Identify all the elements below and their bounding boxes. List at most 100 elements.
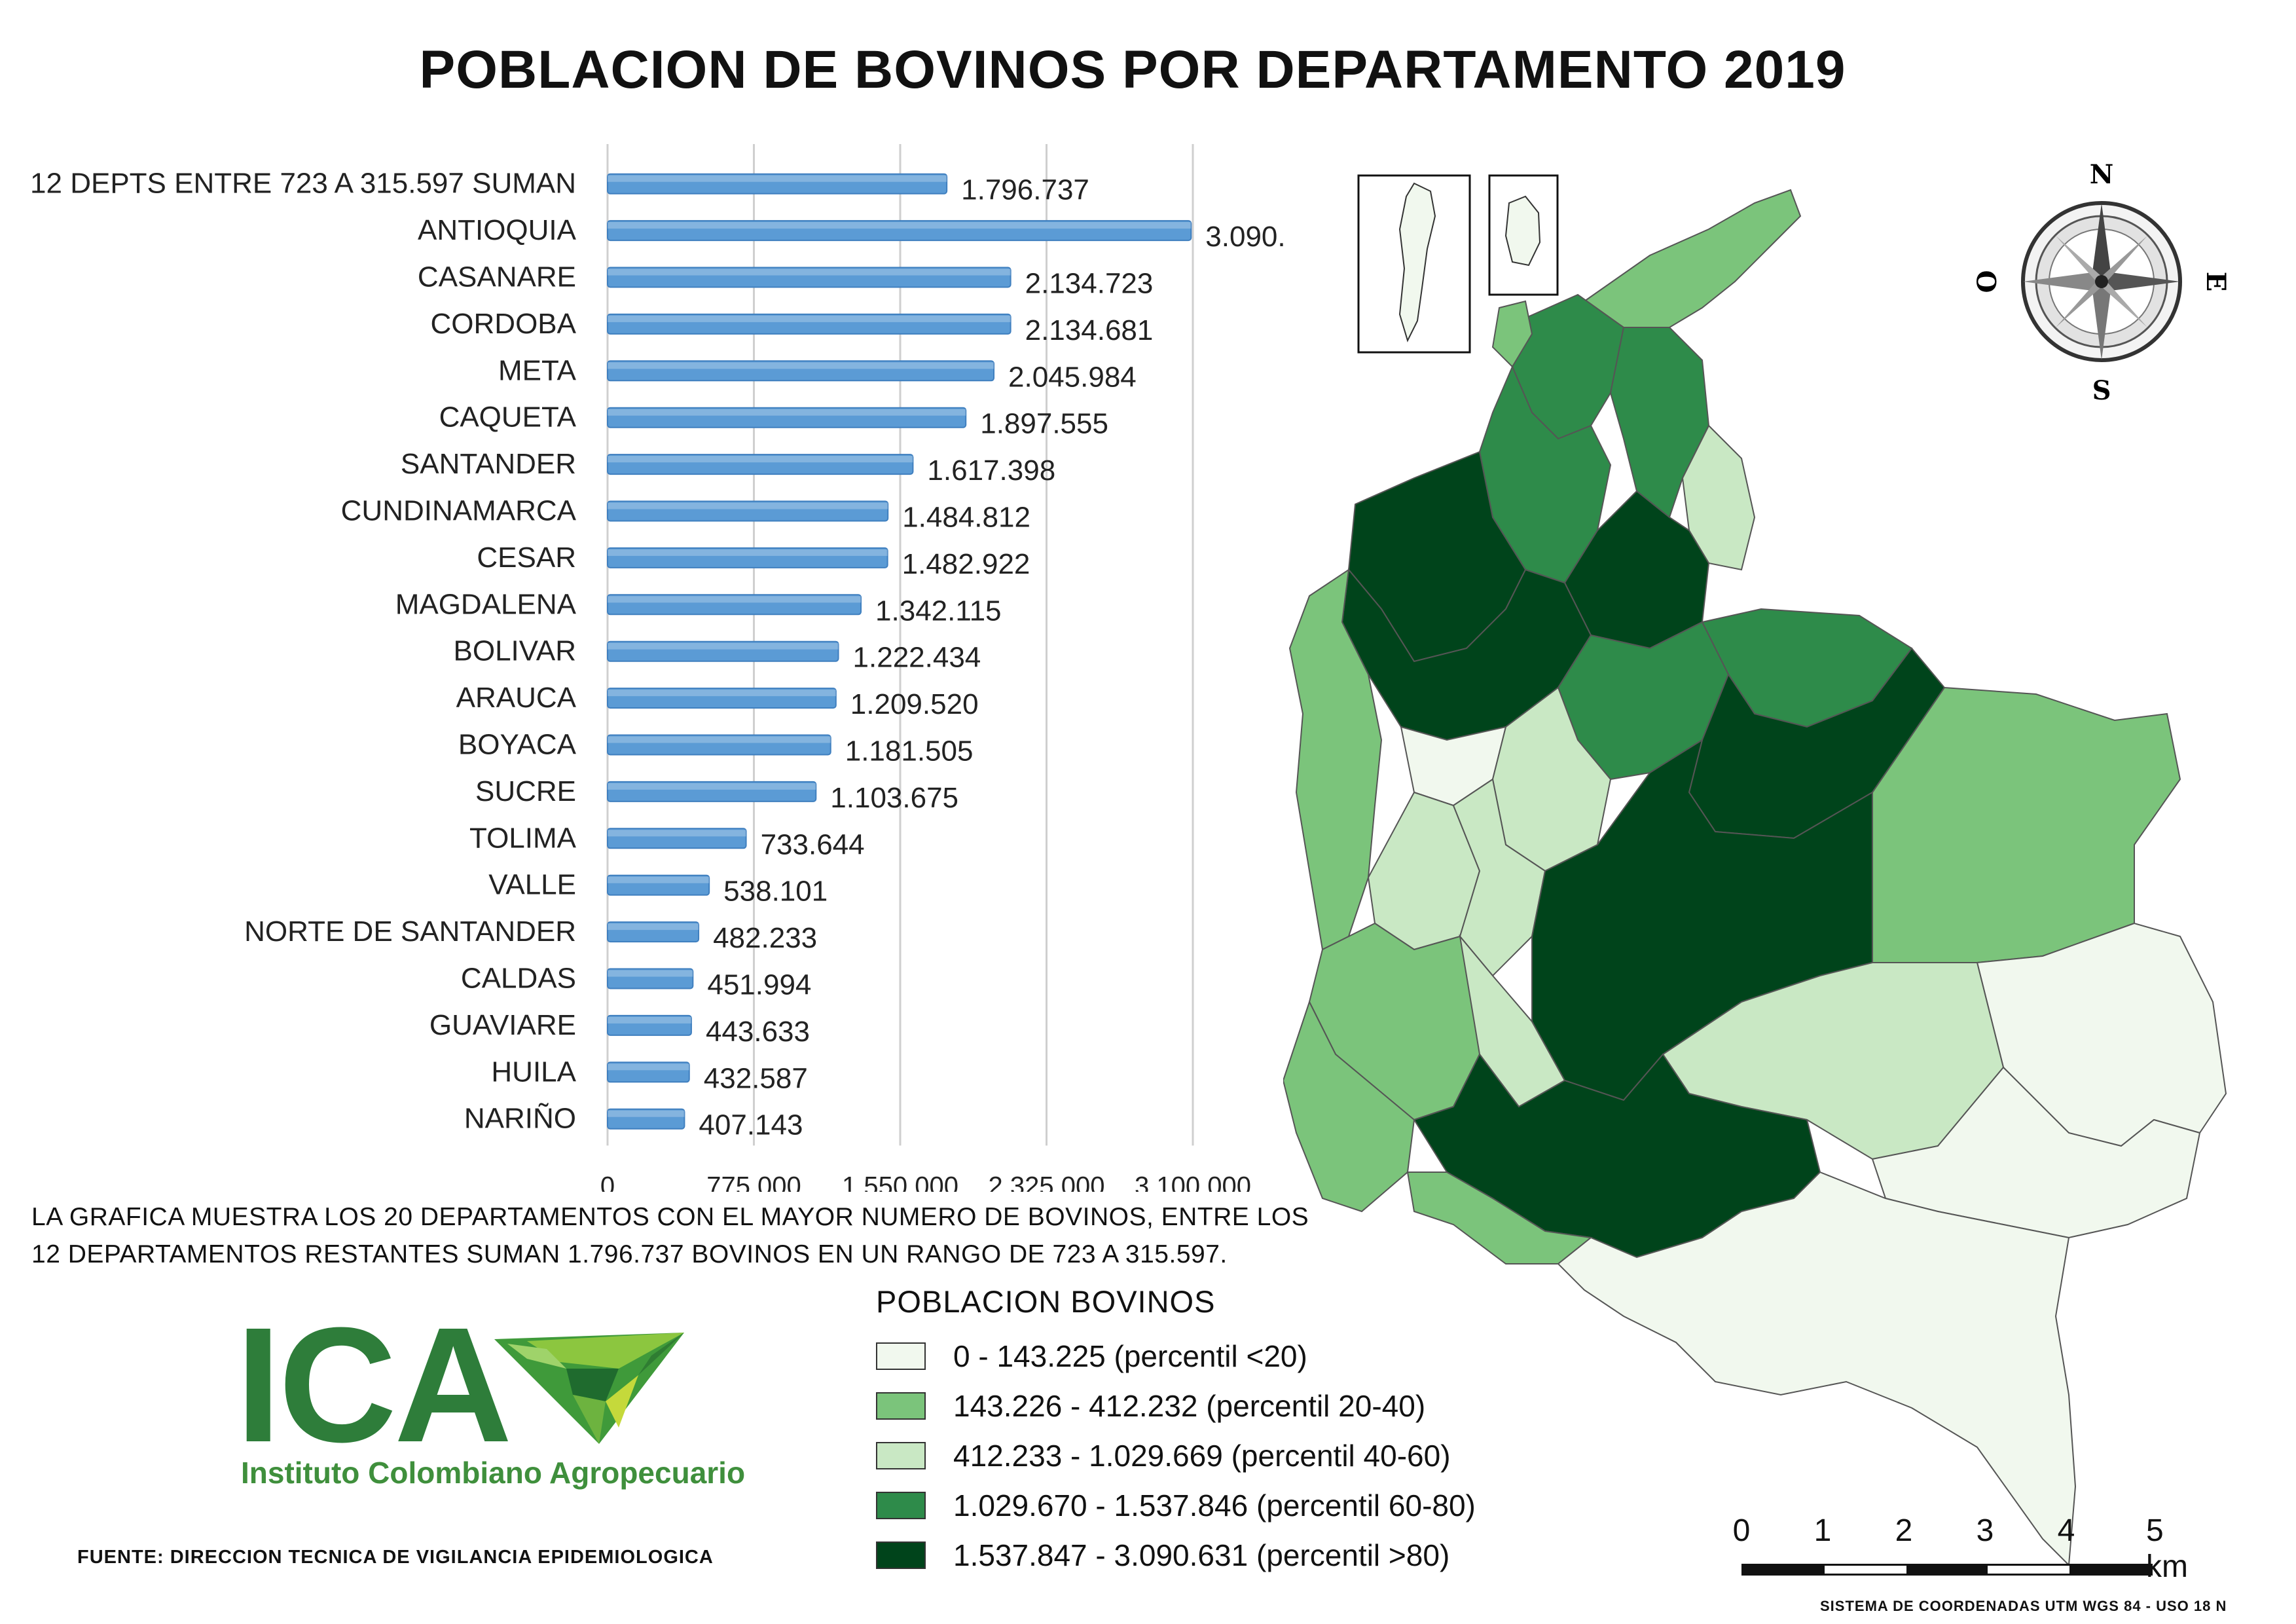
page-title: POBLACION DE BOVINOS POR DEPARTAMENTO 20…	[419, 40, 1846, 100]
category-label: CALDAS	[461, 963, 576, 995]
x-tick-label: 775.000	[706, 1172, 801, 1192]
category-label: GUAVIARE	[429, 1009, 576, 1041]
bar	[607, 594, 862, 616]
compass-east: E	[2200, 272, 2231, 292]
bar-highlight	[608, 362, 994, 369]
legend-item: 1.029.670 - 1.537.846 (percentil 60-80)	[876, 1481, 1476, 1530]
legend-item: 0 - 143.225 (percentil <20)	[876, 1331, 1476, 1381]
legend-item: 412.233 - 1.029.669 (percentil 40-60)	[876, 1431, 1476, 1481]
legend-swatch	[876, 1541, 926, 1569]
bar	[607, 360, 995, 382]
data-label: 2.045.984	[1008, 361, 1137, 393]
bar-highlight	[608, 268, 1011, 276]
category-label: ARAUCA	[456, 682, 577, 714]
compass-north: N	[2090, 159, 2114, 190]
x-tick-label: 2.325.000	[989, 1172, 1105, 1192]
x-tick-label: 0	[600, 1172, 615, 1192]
chart-note: LA GRAFICA MUESTRA LOS 20 DEPARTAMENTOS …	[31, 1203, 1309, 1268]
data-label: 1.342.115	[875, 595, 1001, 627]
category-label: VALLE	[488, 869, 576, 901]
category-label: 12 DEPTS ENTRE 723 A 315.597 SUMAN	[30, 168, 576, 200]
category-label: NORTE DE SANTANDER	[244, 915, 576, 948]
data-label: 538.101	[723, 876, 828, 908]
legend-swatch	[876, 1492, 926, 1519]
compass-rose: N S E O	[1972, 159, 2231, 406]
legend-label: 1.029.670 - 1.537.846 (percentil 60-80)	[953, 1488, 1476, 1522]
category-label: CAQUETA	[439, 401, 577, 434]
data-label: 451.994	[707, 969, 811, 1001]
bar	[607, 173, 948, 194]
category-label: NARIÑO	[464, 1102, 576, 1135]
bar	[607, 313, 1011, 335]
region-cesar	[1609, 327, 1710, 519]
data-label: 733.644	[761, 828, 865, 860]
bar	[607, 828, 747, 849]
category-label: MAGDALENA	[395, 588, 577, 620]
bar	[607, 220, 1192, 242]
bar-highlight	[608, 315, 1011, 322]
bar-highlight	[608, 736, 831, 743]
scale-label: 1	[1813, 1513, 1832, 1548]
bar-highlight	[608, 876, 710, 883]
category-label: HUILA	[491, 1056, 576, 1088]
bar-highlight	[608, 923, 699, 931]
data-label: 1.209.520	[850, 688, 979, 720]
coordinate-system: SISTEMA DE COORDENADAS UTM WGS 84 - USO …	[1820, 1598, 2227, 1614]
scale-bar: 0 1 2 3 4 5 km	[1733, 1513, 2200, 1584]
category-label: SUCRE	[475, 775, 576, 807]
bar-highlight	[608, 1063, 689, 1071]
bar	[607, 454, 914, 475]
bar-highlight	[608, 175, 947, 182]
scale-bar-graphic	[1741, 1564, 2153, 1576]
category-label: CASANARE	[418, 261, 576, 293]
region-vichada	[1872, 686, 2181, 963]
bar-highlight	[608, 830, 746, 837]
bar-highlight	[608, 409, 966, 416]
bar	[607, 267, 1011, 288]
category-label: CUNDINAMARCA	[341, 495, 577, 527]
data-label: 2.134.681	[1025, 314, 1154, 346]
bar-highlight	[608, 456, 913, 463]
scale-label: 5 km	[2146, 1513, 2188, 1584]
x-tick-label: 3.100.000	[1135, 1172, 1251, 1192]
bar	[607, 688, 837, 709]
category-label: META	[498, 354, 577, 386]
category-label: SANTANDER	[401, 448, 576, 480]
bar	[607, 407, 967, 428]
region-guajira	[1583, 189, 1802, 328]
data-label: 1.103.675	[830, 782, 958, 814]
ica-logo-subtitle: Instituto Colombiano Agropecuario	[241, 1456, 746, 1490]
bar-highlight	[608, 596, 862, 603]
category-label: BOYACA	[458, 729, 577, 761]
bar	[607, 500, 889, 522]
bar-highlight	[608, 970, 693, 977]
region-choco	[1288, 568, 1383, 951]
bar	[607, 547, 888, 568]
data-label: 1.222.434	[853, 642, 981, 674]
bar	[607, 874, 710, 896]
legend-item: 1.537.847 - 3.090.631 (percentil >80)	[876, 1530, 1476, 1580]
region-amazonas	[1557, 1171, 2077, 1567]
legend-title: POBLACION BOVINOS	[876, 1284, 1216, 1319]
data-label: 407.143	[699, 1109, 803, 1141]
category-label: CORDOBA	[431, 308, 577, 340]
scale-label: 3	[1976, 1513, 1994, 1548]
category-label: BOLIVAR	[454, 635, 576, 667]
bar	[607, 1014, 692, 1036]
data-label: 443.633	[706, 1016, 810, 1048]
category-label: ANTIOQUIA	[418, 214, 577, 246]
x-tick-label: 1.550.000	[842, 1172, 958, 1192]
legend-swatch	[876, 1392, 926, 1420]
bar	[607, 1108, 685, 1130]
legend-label: 412.233 - 1.029.669 (percentil 40-60)	[953, 1439, 1451, 1473]
legend-label: 1.537.847 - 3.090.631 (percentil >80)	[953, 1538, 1450, 1572]
bar-highlight	[608, 502, 888, 509]
bar-highlight	[608, 783, 816, 790]
compass-south: S	[2092, 375, 2111, 406]
colombia-map: N S E O	[1283, 159, 2231, 1567]
data-label: 482.233	[713, 922, 817, 954]
bar	[607, 734, 831, 756]
region-atlantico	[1491, 300, 1533, 368]
data-label: 1.796.737	[961, 174, 1089, 206]
legend-swatch	[876, 1342, 926, 1370]
